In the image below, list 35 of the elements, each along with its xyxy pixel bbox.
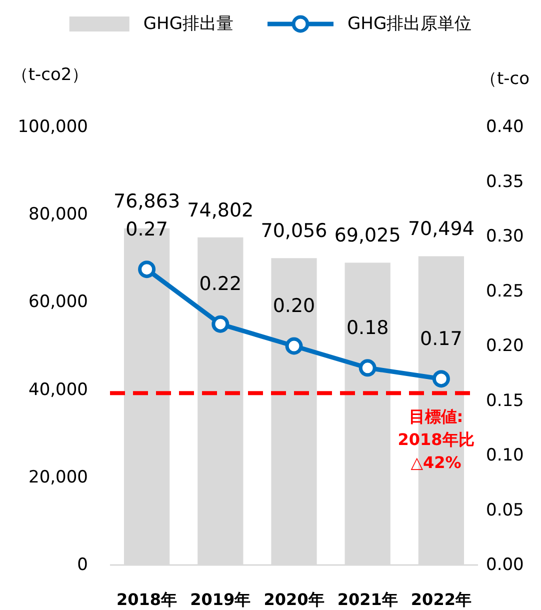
data-label: 0.18 <box>346 316 389 339</box>
x-tick-label: 2022年 <box>410 590 472 609</box>
y-tick-label: 40,000 <box>28 380 88 400</box>
x-tick-label: 2019年 <box>190 590 251 609</box>
y2-tick-label: 0.05 <box>486 500 524 520</box>
data-label: 0.22 <box>199 273 242 296</box>
legend-label: GHG排出原単位 <box>348 14 472 34</box>
data-label: 69,025 <box>334 224 401 247</box>
data-label: 0.27 <box>126 218 168 240</box>
y2-tick-label: 0.40 <box>486 117 524 137</box>
x-tick-label: 2021年 <box>337 590 398 609</box>
y2-tick-label: 0.15 <box>486 390 524 411</box>
y-axis-title: （t-co2） <box>11 65 89 85</box>
y2-tick-label: 0.10 <box>486 446 524 466</box>
y-tick-label: 80,000 <box>28 204 88 225</box>
x-tick-label: 2018年 <box>116 590 178 609</box>
data-label: 0.20 <box>272 295 316 317</box>
y2-tick-label: 0.35 <box>486 172 524 192</box>
y2-tick-label: 0.00 <box>486 555 524 575</box>
y2-axis-title: （t-co <box>480 69 530 89</box>
y2-tick-label: 0.20 <box>486 336 524 356</box>
y-tick-label: 0 <box>77 555 88 575</box>
x-tick-label: 2020年 <box>264 590 324 609</box>
data-label: 74,802 <box>187 199 254 222</box>
data-label: 76,863 <box>114 190 180 212</box>
y-tick-label: 100,000 <box>18 117 88 137</box>
y-tick-label: 20,000 <box>28 467 88 488</box>
y2-tick-label: 0.25 <box>486 281 524 302</box>
y-tick-label: 60,000 <box>28 292 88 312</box>
annotation: 目標値: 2018年比 △42% <box>398 407 474 472</box>
data-label: 70,056 <box>260 220 328 242</box>
legend-label: GHG排出量 <box>143 14 234 34</box>
data-label: 70,494 <box>408 218 474 240</box>
data-label: 0.17 <box>420 328 462 350</box>
y2-tick-label: 0.30 <box>486 226 524 246</box>
